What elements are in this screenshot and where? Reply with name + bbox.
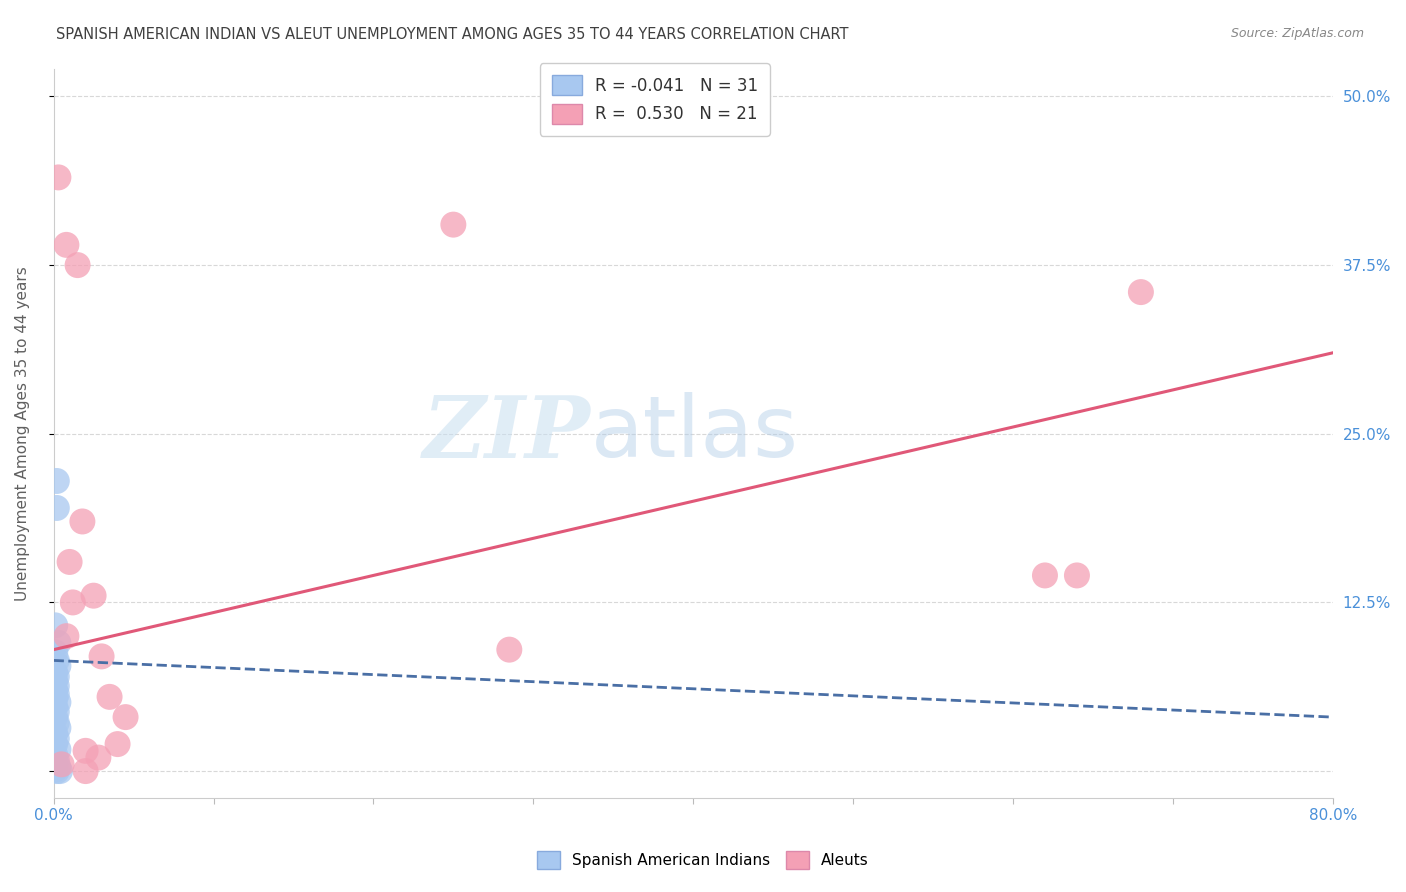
Point — [45, 500, 67, 515]
Point — [1033, 568, 1056, 582]
Point — [45, 653, 67, 667]
Point — [44, 699, 66, 714]
Point — [45, 753, 67, 767]
Point — [44, 691, 66, 706]
Point — [1129, 285, 1152, 299]
Point — [83, 589, 105, 603]
Point — [45, 731, 67, 746]
Point — [44, 763, 66, 777]
Point — [51, 757, 73, 772]
Point — [59, 555, 82, 569]
Point — [49, 764, 72, 778]
Y-axis label: Unemployment Among Ages 35 to 44 years: Unemployment Among Ages 35 to 44 years — [15, 267, 30, 601]
Point — [87, 750, 110, 764]
Point — [72, 515, 94, 529]
Text: Source: ZipAtlas.com: Source: ZipAtlas.com — [1230, 27, 1364, 40]
Point — [98, 690, 121, 704]
Point — [62, 595, 84, 609]
Point — [66, 258, 89, 272]
Point — [44, 673, 66, 688]
Point — [44, 683, 66, 698]
Point — [48, 721, 70, 735]
Point — [48, 760, 70, 774]
Point — [45, 764, 67, 778]
Legend: R = -0.041   N = 31, R =  0.530   N = 21: R = -0.041 N = 31, R = 0.530 N = 21 — [540, 63, 769, 136]
Point — [44, 710, 66, 724]
Point — [44, 757, 66, 772]
Point — [44, 726, 66, 740]
Point — [44, 737, 66, 751]
Point — [107, 737, 129, 751]
Point — [1066, 568, 1088, 582]
Point — [45, 679, 67, 693]
Point — [90, 649, 112, 664]
Point — [48, 742, 70, 756]
Point — [48, 658, 70, 673]
Point — [44, 645, 66, 659]
Point — [55, 629, 77, 643]
Point — [55, 238, 77, 252]
Point — [48, 170, 70, 185]
Point — [44, 618, 66, 632]
Point — [75, 764, 97, 778]
Text: atlas: atlas — [591, 392, 799, 475]
Point — [114, 710, 136, 724]
Point — [45, 670, 67, 684]
Point — [44, 747, 66, 762]
Point — [441, 218, 464, 232]
Point — [45, 715, 67, 730]
Legend: Spanish American Indians, Aleuts: Spanish American Indians, Aleuts — [531, 845, 875, 875]
Point — [498, 642, 520, 657]
Text: SPANISH AMERICAN INDIAN VS ALEUT UNEMPLOYMENT AMONG AGES 35 TO 44 YEARS CORRELAT: SPANISH AMERICAN INDIAN VS ALEUT UNEMPLO… — [56, 27, 849, 42]
Point — [48, 695, 70, 709]
Point — [45, 687, 67, 701]
Point — [45, 705, 67, 719]
Point — [45, 474, 67, 488]
Point — [75, 744, 97, 758]
Point — [44, 665, 66, 680]
Point — [48, 636, 70, 650]
Text: ZIP: ZIP — [423, 392, 591, 475]
